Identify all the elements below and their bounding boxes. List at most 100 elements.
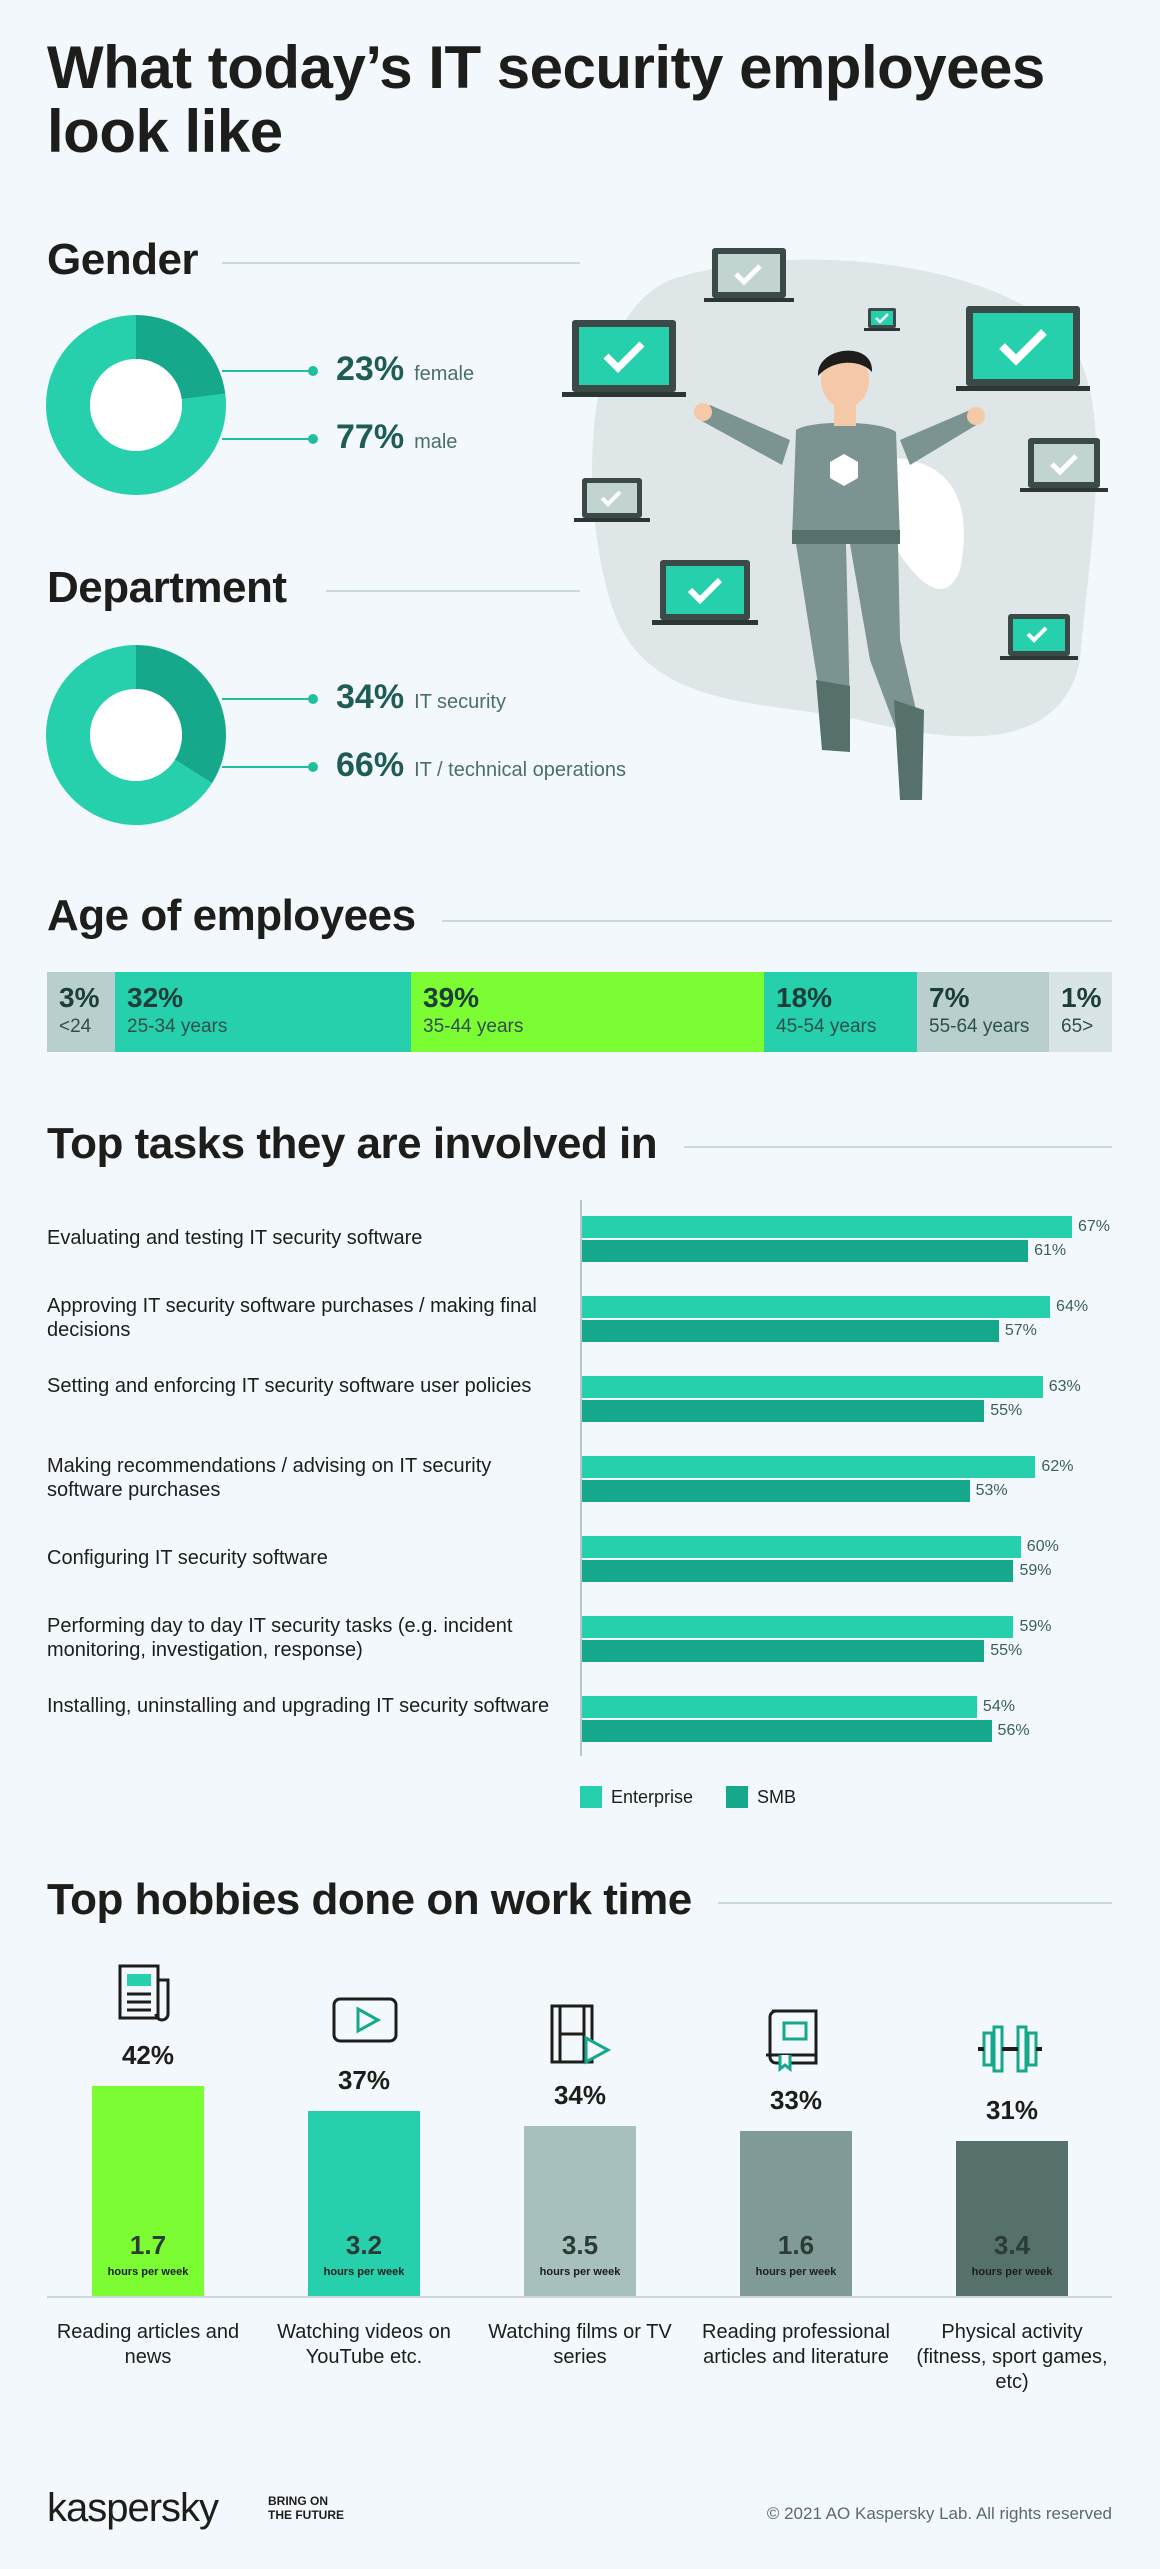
divider bbox=[326, 590, 580, 592]
enterprise-bar bbox=[582, 1616, 1014, 1638]
smb-bar bbox=[582, 1320, 999, 1342]
age-segment-label: 45-54 years bbox=[776, 1016, 877, 1037]
leader-dot bbox=[308, 762, 318, 772]
hobby-label: Watching videos on YouTube etc. bbox=[277, 2321, 451, 2368]
pct-value: 23% bbox=[336, 350, 405, 388]
smb-bar bbox=[582, 1480, 970, 1502]
kaspersky-logo: kaspersky bbox=[47, 2486, 219, 2530]
smb-value-label: 57% bbox=[1004, 1322, 1037, 1339]
laptop-icon bbox=[1020, 438, 1108, 492]
age-segment-label: 55-64 years bbox=[929, 1016, 1030, 1037]
age-segment-pct: 18% bbox=[776, 982, 833, 1013]
age-segment-pct: 7% bbox=[929, 982, 970, 1013]
smb-value-label: 55% bbox=[990, 1642, 1023, 1659]
gender-donut-chart bbox=[46, 315, 227, 496]
tagline-line: BRING ON bbox=[268, 2494, 328, 2508]
hobby-label: Reading articles and news bbox=[56, 2321, 240, 2368]
leader-dot bbox=[308, 694, 318, 704]
department-hole bbox=[90, 689, 182, 781]
tagline: BRING ON THE FUTURE bbox=[268, 2494, 344, 2522]
age-segment-label: 65> bbox=[1061, 1016, 1094, 1037]
hobbies-baseline bbox=[47, 2296, 1112, 2298]
pct-value: 34% bbox=[336, 678, 405, 716]
pct-value: 66% bbox=[336, 746, 405, 784]
tasks-heading: Top tasks they are involved in bbox=[47, 1119, 658, 1168]
hobby-bar bbox=[740, 2131, 852, 2296]
leader-dot bbox=[308, 366, 318, 376]
laptop-icon bbox=[864, 308, 900, 331]
age-segment: 39% 35-44 years bbox=[411, 972, 764, 1052]
pct-label: female bbox=[414, 363, 475, 385]
superhero-illustration bbox=[562, 248, 1108, 800]
legend-smb-label: SMB bbox=[757, 1787, 797, 1807]
department-slice-1 bbox=[45, 645, 212, 825]
smb-bar bbox=[582, 1240, 1029, 1262]
hobby-hours: 3.2 bbox=[345, 2230, 383, 2260]
task-label: Making recommendations / advising on IT … bbox=[47, 1455, 492, 1501]
hobby-hours: 1.6 bbox=[777, 2230, 815, 2260]
pct-label: male bbox=[414, 431, 458, 453]
enterprise-bar bbox=[582, 1456, 1036, 1478]
hobby-label: Reading professional articles and litera… bbox=[702, 2321, 890, 2368]
leader-dot bbox=[308, 434, 318, 444]
hobby-pct: 42% bbox=[121, 2040, 175, 2070]
dumbbell-icon bbox=[978, 2017, 1046, 2088]
hobby-hours-unit: hours per week bbox=[971, 2266, 1053, 2278]
gender-slice-1 bbox=[46, 315, 227, 496]
enterprise-value-label: 59% bbox=[1019, 1618, 1052, 1635]
smb-value-label: 61% bbox=[1034, 1242, 1067, 1259]
gender-male-stat: 77% male bbox=[336, 418, 457, 457]
legend-enterprise-swatch bbox=[580, 1786, 602, 1808]
department-it-security-stat: 34% IT security bbox=[336, 678, 506, 717]
hobby-hours-unit: hours per week bbox=[755, 2266, 837, 2278]
hobby-hours: 3.5 bbox=[561, 2230, 599, 2260]
newspaper-icon bbox=[114, 1962, 182, 2033]
hobby-hours: 1.7 bbox=[129, 2230, 167, 2260]
hobby-hours-unit: hours per week bbox=[107, 2266, 189, 2278]
pct-label: IT / technical operations bbox=[414, 759, 627, 781]
smb-value-label: 56% bbox=[997, 1722, 1030, 1739]
book-icon bbox=[762, 2007, 830, 2078]
enterprise-bar bbox=[582, 1536, 1021, 1558]
task-label: Evaluating and testing IT security softw… bbox=[47, 1227, 423, 1249]
laptop-icon bbox=[1000, 614, 1078, 660]
hobby-hours-unit: hours per week bbox=[323, 2266, 405, 2278]
smb-value-label: 59% bbox=[1019, 1562, 1052, 1579]
gender-female-stat: 23% female bbox=[336, 350, 474, 389]
smb-bar bbox=[582, 1640, 985, 1662]
enterprise-value-label: 64% bbox=[1056, 1298, 1089, 1315]
divider bbox=[442, 920, 1112, 922]
age-heading: Age of employees bbox=[47, 891, 416, 940]
age-segment: 32% 25-34 years bbox=[115, 972, 411, 1052]
task-label: Installing, uninstalling and upgrading I… bbox=[47, 1695, 550, 1717]
leader-line bbox=[222, 766, 312, 768]
age-segment-label: 35-44 years bbox=[423, 1016, 524, 1037]
enterprise-value-label: 67% bbox=[1078, 1218, 1111, 1235]
laptop-icon bbox=[652, 560, 758, 625]
enterprise-value-label: 60% bbox=[1026, 1538, 1059, 1555]
divider bbox=[222, 262, 580, 264]
department-slice-0 bbox=[136, 645, 226, 784]
hobby-pct: 34% bbox=[553, 2080, 607, 2110]
department-it-ops-stat: 66% IT / technical operations bbox=[336, 746, 626, 785]
hobby-label: Physical activity (fitness, sport games,… bbox=[916, 2321, 1108, 2393]
enterprise-bar bbox=[582, 1216, 1072, 1238]
hobby-bar bbox=[956, 2141, 1068, 2296]
leader-line bbox=[222, 438, 312, 440]
legend-smb-swatch bbox=[726, 1786, 748, 1808]
hobby-pct: 31% bbox=[985, 2095, 1039, 2125]
leader-line bbox=[222, 370, 312, 372]
divider bbox=[718, 1902, 1112, 1904]
smb-value-label: 53% bbox=[975, 1482, 1008, 1499]
hobby-label: Watching films or TV series bbox=[488, 2321, 672, 2368]
hobby-hours: 3.4 bbox=[993, 2230, 1031, 2260]
hobby-bar bbox=[92, 2086, 204, 2296]
hobby-pct: 33% bbox=[769, 2085, 823, 2115]
age-segment-label: <24 bbox=[59, 1016, 92, 1037]
enterprise-value-label: 62% bbox=[1041, 1458, 1074, 1475]
enterprise-bar bbox=[582, 1296, 1051, 1318]
legend-enterprise-label: Enterprise bbox=[611, 1787, 694, 1807]
task-label: Performing day to day IT security tasks … bbox=[47, 1615, 513, 1661]
laptop-icon bbox=[704, 248, 794, 302]
department-heading: Department bbox=[47, 563, 287, 612]
